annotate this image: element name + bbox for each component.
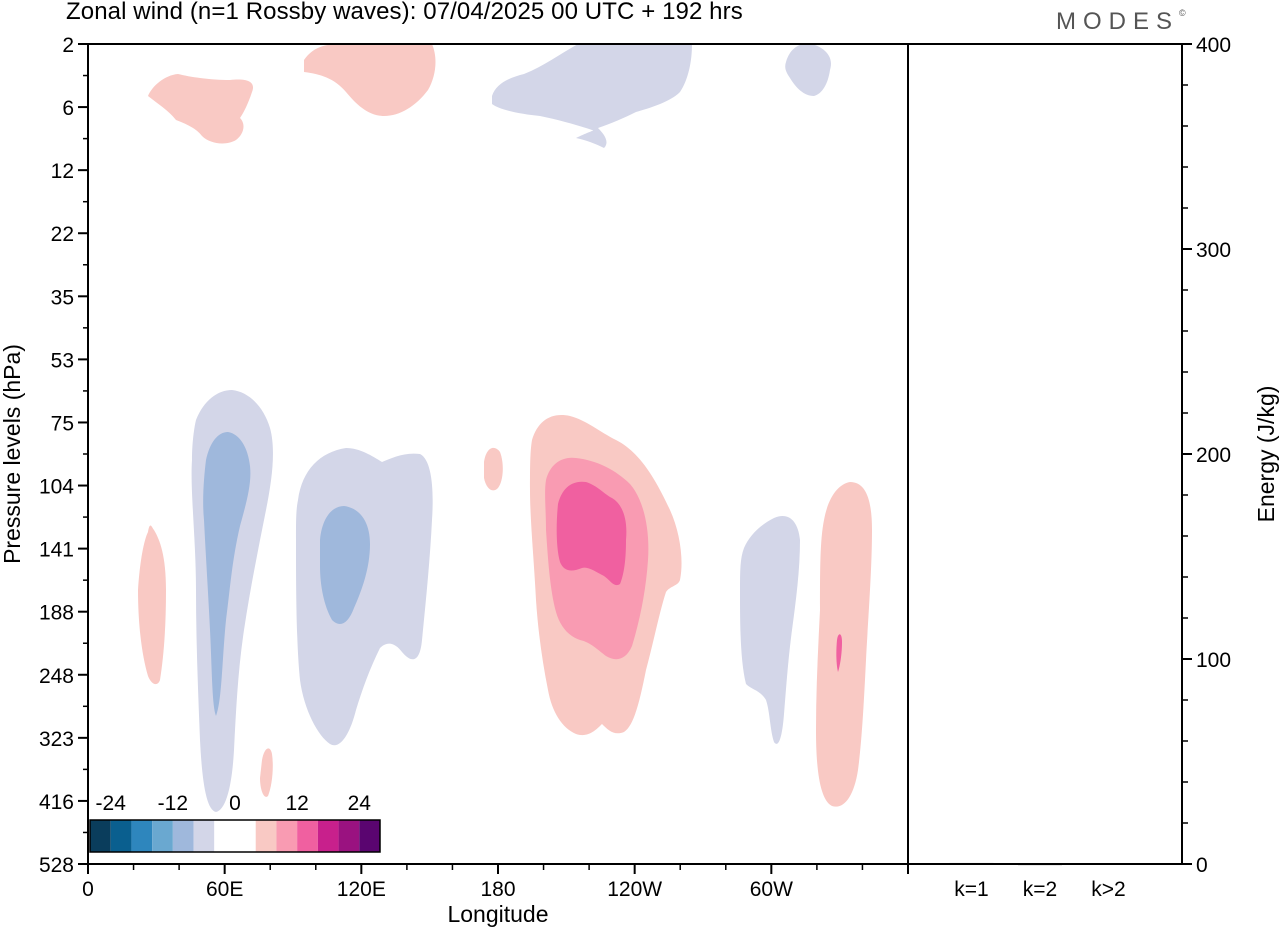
y-tick-label: 22 (51, 223, 74, 246)
energy-tick-label: 200 (1196, 444, 1231, 467)
plot-frame-right (907, 43, 1183, 865)
colorbar-swatch (359, 820, 380, 852)
y-tick-label: 528 (39, 854, 74, 877)
colorbar-swatch (255, 820, 277, 852)
energy-tick-label: 0 (1196, 854, 1208, 877)
colorbar-swatch (276, 820, 298, 852)
colorbar-label: -12 (158, 792, 188, 815)
energy-bar (1086, 863, 1131, 865)
energy-tick-label: 100 (1196, 649, 1231, 672)
x-tick-label: 60E (206, 878, 243, 901)
contour-positive-weak (138, 525, 166, 685)
energy-bar-label: k=1 (954, 878, 988, 901)
contour-negative-weak (492, 44, 692, 148)
energy-bar-label: k=2 (1023, 878, 1057, 901)
contour-positive-strong (836, 634, 842, 672)
colorbar-swatch (214, 820, 235, 852)
y-tick-label: 323 (39, 728, 74, 751)
modes-logo: MODES© (1056, 8, 1186, 36)
colorbar-label: 0 (229, 792, 241, 815)
logo-mark: © (1179, 8, 1186, 18)
y-tick-label: 35 (51, 286, 74, 309)
contour-field (138, 43, 872, 812)
contour-positive-weak (304, 44, 436, 116)
y-tick-label: 104 (39, 476, 74, 499)
x-tick-label: 120W (607, 878, 662, 901)
energy-bar (949, 862, 994, 865)
y-tick-label: 75 (51, 412, 74, 435)
energy-axis-title: Energy (J/kg) (1253, 386, 1279, 523)
x-axis-ticks: 0 60E 120E 180 120W 60W (82, 864, 909, 901)
y-tick-label: 53 (51, 349, 74, 372)
colorbar-swatch (90, 820, 111, 852)
x-tick-label: 120E (337, 878, 386, 901)
colorbar-swatch (297, 820, 318, 852)
contour-negative-mid (203, 432, 251, 716)
y-axis-ticks: 2 6 12 22 35 53 75 104 141 188 248 323 416 528 (39, 34, 88, 877)
colorbar-label: -24 (96, 792, 127, 815)
colorbar-swatch (235, 820, 256, 852)
colorbar-swatch (193, 820, 215, 852)
colorbar-swatch (131, 820, 153, 852)
x-tick-label: 180 (480, 878, 515, 901)
colorbar-frame (89, 819, 381, 853)
colorbar-swatch (172, 820, 194, 852)
x-tick-label: 60W (750, 878, 793, 901)
energy-bar (1018, 863, 1062, 866)
energy-bar-labels: k=1 k=2 k>2 (954, 878, 1125, 901)
contour-negative-weak (296, 448, 433, 746)
contour-negative-weak (785, 43, 832, 96)
contour-negative-mid (320, 506, 370, 624)
y-axis-title: Pressure levels (hPa) (0, 344, 25, 564)
contour-negative-weak (740, 516, 800, 744)
x-tick-label: 0 (82, 878, 94, 901)
x-axis-title: Longitude (447, 901, 548, 927)
energy-axis-ticks: 0 100 200 300 400 (1182, 34, 1231, 877)
energy-tick-label: 400 (1196, 34, 1231, 57)
y-tick-label: 416 (39, 791, 74, 814)
contour-positive-weak (816, 482, 872, 807)
energy-bars (949, 862, 1131, 866)
chart-title: Zonal wind (n=1 Rossby waves): 07/04/202… (66, 0, 743, 25)
y-tick-label: 12 (51, 160, 74, 183)
logo-text: MODES (1056, 8, 1180, 35)
colorbar-label: 24 (348, 792, 372, 815)
energy-tick-label: 300 (1196, 239, 1231, 262)
y-tick-label: 6 (62, 97, 74, 120)
contour-positive-strong (556, 481, 627, 586)
colorbar-swatch (152, 820, 173, 852)
y-tick-label: 2 (62, 34, 74, 57)
contour-positive-weak (260, 748, 273, 797)
colorbar (89, 819, 381, 853)
y-tick-label: 141 (39, 539, 74, 562)
y-tick-label: 248 (39, 665, 74, 688)
colorbar-label: 12 (285, 792, 308, 815)
contour-positive-weak (484, 447, 503, 491)
y-tick-label: 188 (39, 602, 74, 625)
colorbar-labels: -24 -12 0 12 24 (96, 792, 372, 815)
colorbar-swatch (110, 820, 132, 852)
contour-positive-weak (148, 74, 254, 144)
colorbar-swatch (338, 820, 360, 852)
energy-bar-label: k>2 (1091, 878, 1125, 901)
colorbar-swatch (317, 820, 339, 852)
